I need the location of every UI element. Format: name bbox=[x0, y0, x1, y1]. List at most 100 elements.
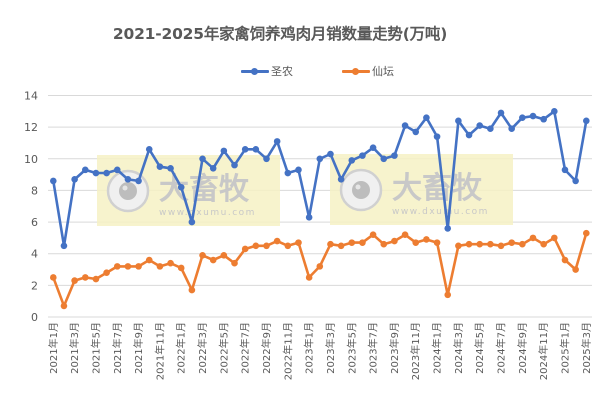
data-point[interactable] bbox=[295, 166, 302, 174]
data-point[interactable] bbox=[487, 125, 494, 133]
data-point[interactable] bbox=[177, 264, 185, 272]
data-point[interactable] bbox=[103, 269, 110, 277]
data-point[interactable] bbox=[455, 242, 462, 250]
data-point[interactable] bbox=[113, 166, 121, 174]
data-point[interactable] bbox=[81, 166, 89, 174]
data-point[interactable] bbox=[284, 242, 292, 250]
data-point[interactable] bbox=[199, 251, 206, 259]
data-point[interactable] bbox=[145, 256, 153, 264]
data-point[interactable] bbox=[113, 263, 121, 270]
data-point[interactable] bbox=[337, 176, 345, 183]
data-point[interactable] bbox=[423, 236, 430, 243]
data-point[interactable] bbox=[583, 229, 590, 237]
data-point[interactable] bbox=[519, 240, 526, 248]
data-point[interactable] bbox=[295, 239, 302, 246]
data-point[interactable] bbox=[188, 286, 196, 294]
data-point[interactable] bbox=[572, 177, 579, 185]
data-point[interactable] bbox=[209, 256, 217, 264]
data-point[interactable] bbox=[327, 150, 334, 158]
data-point[interactable] bbox=[273, 237, 281, 245]
data-point[interactable] bbox=[572, 266, 579, 273]
data-point[interactable] bbox=[252, 145, 260, 153]
data-point[interactable] bbox=[487, 240, 494, 248]
data-point[interactable] bbox=[167, 164, 174, 172]
data-point[interactable] bbox=[220, 147, 228, 155]
data-point[interactable] bbox=[199, 155, 206, 163]
data-point[interactable] bbox=[92, 169, 100, 177]
data-point[interactable] bbox=[241, 145, 249, 153]
data-point[interactable] bbox=[444, 225, 452, 232]
data-point[interactable] bbox=[433, 239, 441, 246]
data-point[interactable] bbox=[145, 145, 153, 153]
data-point[interactable] bbox=[423, 114, 430, 121]
data-point[interactable] bbox=[156, 263, 164, 270]
data-point[interactable] bbox=[167, 259, 174, 267]
data-point[interactable] bbox=[476, 122, 484, 129]
data-point[interactable] bbox=[263, 242, 270, 250]
data-point[interactable] bbox=[305, 214, 313, 221]
data-point[interactable] bbox=[188, 218, 196, 226]
data-point[interactable] bbox=[476, 240, 484, 248]
data-point[interactable] bbox=[220, 251, 228, 259]
data-point[interactable] bbox=[540, 115, 547, 123]
data-point[interactable] bbox=[401, 231, 409, 239]
data-point[interactable] bbox=[177, 183, 185, 191]
data-point[interactable] bbox=[529, 112, 537, 120]
data-point[interactable] bbox=[369, 144, 377, 152]
data-point[interactable] bbox=[508, 125, 515, 133]
data-point[interactable] bbox=[561, 256, 569, 264]
data-point[interactable] bbox=[465, 240, 473, 248]
legend-item-shengnong[interactable]: 圣农 bbox=[241, 63, 293, 79]
data-point[interactable] bbox=[273, 138, 281, 145]
data-point[interactable] bbox=[50, 177, 57, 185]
data-point[interactable] bbox=[391, 237, 398, 245]
data-point[interactable] bbox=[135, 177, 142, 185]
data-point[interactable] bbox=[135, 263, 142, 270]
data-point[interactable] bbox=[241, 245, 249, 253]
data-point[interactable] bbox=[316, 155, 324, 163]
data-point[interactable] bbox=[231, 259, 238, 267]
data-point[interactable] bbox=[263, 155, 270, 163]
legend-item-xiantan[interactable]: 仙坛 bbox=[342, 63, 394, 79]
data-point[interactable] bbox=[348, 157, 356, 164]
data-point[interactable] bbox=[81, 274, 89, 281]
data-point[interactable] bbox=[412, 128, 420, 136]
data-point[interactable] bbox=[529, 234, 537, 242]
data-point[interactable] bbox=[209, 164, 217, 172]
data-point[interactable] bbox=[124, 263, 132, 270]
data-point[interactable] bbox=[455, 117, 462, 125]
data-point[interactable] bbox=[359, 152, 366, 159]
data-point[interactable] bbox=[327, 240, 334, 248]
data-point[interactable] bbox=[497, 109, 505, 117]
data-point[interactable] bbox=[156, 163, 164, 170]
data-point[interactable] bbox=[348, 239, 356, 246]
data-point[interactable] bbox=[519, 114, 526, 121]
data-point[interactable] bbox=[316, 263, 324, 270]
data-point[interactable] bbox=[508, 239, 515, 246]
data-point[interactable] bbox=[369, 231, 377, 239]
data-point[interactable] bbox=[380, 240, 388, 248]
data-point[interactable] bbox=[252, 242, 260, 250]
data-point[interactable] bbox=[71, 277, 78, 284]
data-point[interactable] bbox=[433, 133, 441, 140]
data-point[interactable] bbox=[50, 274, 57, 281]
data-point[interactable] bbox=[551, 234, 558, 242]
data-point[interactable] bbox=[551, 108, 558, 115]
data-point[interactable] bbox=[60, 302, 68, 310]
data-point[interactable] bbox=[231, 161, 238, 169]
data-point[interactable] bbox=[583, 117, 590, 125]
data-point[interactable] bbox=[305, 274, 313, 281]
data-point[interactable] bbox=[124, 176, 132, 183]
data-point[interactable] bbox=[444, 291, 452, 299]
data-point[interactable] bbox=[465, 131, 473, 139]
data-point[interactable] bbox=[391, 152, 398, 159]
data-point[interactable] bbox=[337, 242, 345, 250]
data-point[interactable] bbox=[401, 122, 409, 129]
data-point[interactable] bbox=[103, 169, 110, 177]
data-point[interactable] bbox=[412, 239, 420, 246]
data-point[interactable] bbox=[380, 155, 388, 163]
data-point[interactable] bbox=[60, 242, 68, 250]
data-point[interactable] bbox=[71, 176, 78, 183]
data-point[interactable] bbox=[561, 166, 569, 174]
data-point[interactable] bbox=[497, 242, 505, 250]
